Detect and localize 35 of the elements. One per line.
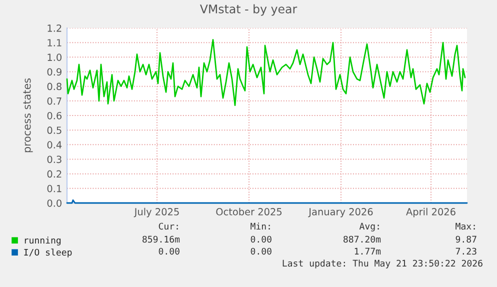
text: Cur: — [158, 222, 178, 230]
x-tick-label: October 2025 — [216, 208, 282, 216]
legend-label: I/O sleep — [24, 248, 72, 258]
y-tick-label: 0.9 — [47, 68, 62, 76]
text: Last update: Thu May 21 23:50:22 2026 — [282, 260, 482, 268]
y-tick-label: 1.2 — [48, 24, 62, 32]
y-tick-label: 0.0 — [47, 199, 62, 207]
text: Max: — [456, 222, 475, 230]
text: Avg: — [359, 222, 379, 232]
y-tick-label: 0.1 — [47, 184, 62, 192]
text: 0.00 — [158, 248, 180, 255]
text: 887.20m — [344, 236, 381, 243]
x-tick-label: April 2026 — [406, 208, 456, 218]
y-tick-label: 0.2 — [47, 170, 62, 178]
y-axis-title: process states — [23, 78, 33, 152]
text: 0.00 — [250, 236, 272, 243]
text: 859.16m — [142, 236, 180, 243]
y-tick-label: 0.4 — [47, 141, 62, 148]
y-tick-label: 0.7 — [47, 97, 62, 105]
legend-label: running — [24, 236, 61, 246]
chart-title: VMstat - by year — [200, 4, 298, 16]
text: 1.77m — [354, 248, 381, 255]
y-tick-label: 1.1 — [48, 39, 62, 46]
text: 9.87 — [456, 236, 476, 243]
text: 7.23 — [456, 248, 476, 255]
y-tick-label: 0.6 — [47, 112, 62, 120]
y-tick-label: 0.5 — [47, 126, 62, 134]
y-tick-label: 1.0 — [48, 54, 62, 61]
x-tick-label: July 2025 — [134, 208, 179, 218]
text: Min: — [250, 222, 270, 230]
text: 0.00 — [250, 248, 272, 255]
y-tick-label: 0.8 — [47, 82, 62, 90]
line-series — [66, 38, 466, 106]
x-tick-label: January 2026 — [308, 208, 373, 218]
y-tick-label: 0.3 — [47, 156, 62, 164]
